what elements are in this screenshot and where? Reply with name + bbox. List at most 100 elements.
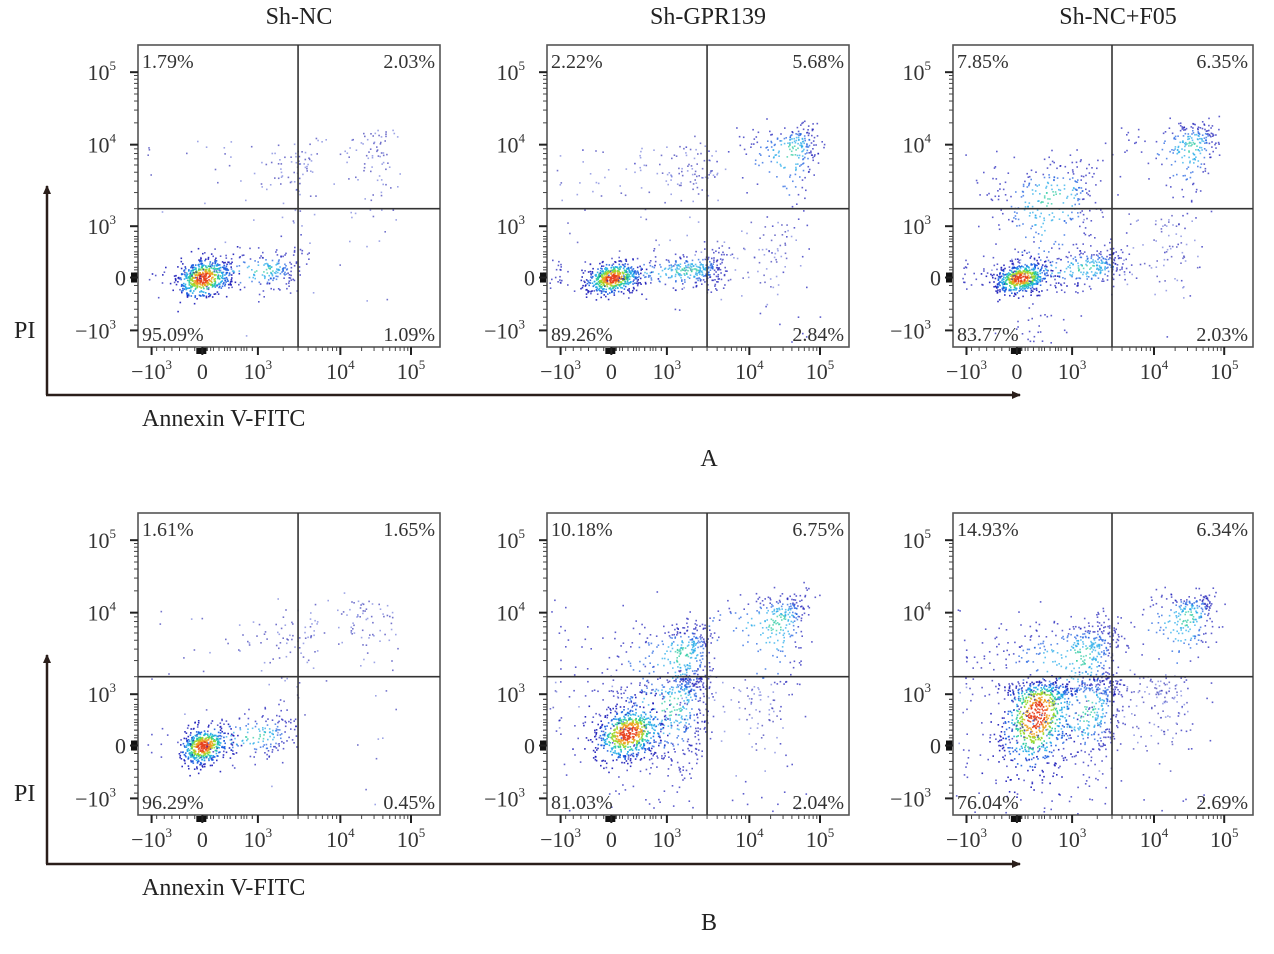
event-dot bbox=[587, 271, 590, 273]
event-dot bbox=[1067, 214, 1069, 217]
event-dot bbox=[279, 159, 281, 161]
event-dot bbox=[299, 163, 302, 165]
event-dot bbox=[191, 278, 193, 281]
event-dot bbox=[689, 181, 692, 183]
event-dot bbox=[798, 132, 801, 135]
event-dot bbox=[684, 274, 686, 276]
event-dot bbox=[639, 282, 641, 284]
event-dot bbox=[770, 160, 773, 163]
event-dot bbox=[1166, 258, 1169, 261]
event-dot bbox=[187, 750, 189, 752]
event-dot bbox=[1171, 214, 1173, 217]
event-dot bbox=[1156, 153, 1159, 155]
event-dot bbox=[1215, 147, 1217, 149]
event-dot bbox=[1179, 129, 1182, 132]
event-dot bbox=[235, 752, 238, 754]
event-dot bbox=[323, 632, 326, 634]
event-dot bbox=[262, 745, 264, 748]
event-dot bbox=[1038, 291, 1040, 293]
event-dot bbox=[1072, 173, 1075, 175]
event-dot bbox=[997, 190, 999, 192]
event-dot bbox=[373, 635, 375, 637]
event-dot bbox=[191, 760, 194, 762]
event-dot bbox=[1210, 132, 1213, 135]
event-dot bbox=[194, 757, 196, 760]
event-dot bbox=[1160, 230, 1163, 233]
panel-title-sh-nc: Sh-NC bbox=[266, 4, 333, 30]
event-dot bbox=[1030, 263, 1033, 265]
event-dot bbox=[1117, 194, 1119, 196]
event-dot bbox=[753, 138, 756, 140]
event-dot bbox=[1194, 123, 1196, 126]
event-dot bbox=[784, 252, 787, 255]
event-dot bbox=[701, 274, 703, 276]
event-dot bbox=[717, 275, 719, 278]
event-dot bbox=[278, 720, 280, 723]
event-dot bbox=[236, 265, 238, 268]
event-dot bbox=[217, 283, 220, 286]
event-dot bbox=[1048, 174, 1050, 176]
event-dot bbox=[627, 278, 629, 280]
event-dot bbox=[606, 285, 609, 288]
event-dot bbox=[716, 259, 719, 261]
event-dot bbox=[669, 239, 671, 242]
event-dot bbox=[713, 269, 716, 272]
event-dot bbox=[1156, 275, 1158, 278]
event-dot bbox=[217, 276, 219, 279]
event-dot bbox=[678, 268, 680, 270]
event-dot bbox=[717, 281, 719, 283]
event-dot bbox=[197, 745, 200, 748]
event-dot bbox=[1065, 222, 1067, 224]
event-dot bbox=[606, 278, 608, 281]
event-dot bbox=[260, 183, 263, 185]
event-dot bbox=[1183, 256, 1186, 259]
event-dot bbox=[1079, 225, 1081, 228]
event-dot bbox=[671, 275, 673, 277]
event-dot bbox=[596, 293, 599, 295]
event-dot bbox=[186, 273, 188, 276]
event-dot bbox=[1080, 315, 1083, 317]
event-dot bbox=[203, 294, 205, 297]
event-dot bbox=[978, 225, 980, 228]
event-dot bbox=[991, 216, 994, 219]
event-dot bbox=[1032, 211, 1034, 214]
event-dot bbox=[673, 265, 675, 267]
y-tick-label: 104 bbox=[497, 131, 526, 158]
event-dot bbox=[223, 732, 225, 735]
event-dot bbox=[201, 617, 204, 620]
event-dot bbox=[697, 153, 699, 155]
event-dot bbox=[601, 270, 603, 273]
event-dot bbox=[227, 261, 229, 263]
event-dot bbox=[1109, 253, 1112, 256]
event-dot bbox=[1090, 288, 1092, 290]
event-dot bbox=[219, 751, 221, 753]
event-dot bbox=[797, 316, 800, 318]
event-dot bbox=[296, 686, 298, 688]
event-dot bbox=[775, 154, 778, 156]
event-dot bbox=[742, 136, 745, 139]
event-dot bbox=[724, 284, 726, 286]
event-dot bbox=[1075, 189, 1078, 191]
event-dot bbox=[699, 269, 701, 271]
event-dot bbox=[668, 264, 671, 267]
event-dot bbox=[1113, 273, 1115, 276]
event-dot bbox=[1106, 263, 1109, 265]
event-dot bbox=[386, 298, 389, 301]
event-dot bbox=[813, 174, 815, 176]
event-dot bbox=[280, 256, 282, 258]
event-dot bbox=[203, 284, 206, 287]
event-dot bbox=[993, 167, 996, 169]
event-dot bbox=[742, 277, 744, 279]
event-dot bbox=[1086, 275, 1088, 278]
event-dot bbox=[710, 291, 713, 293]
event-dot bbox=[216, 742, 219, 745]
event-dot bbox=[683, 255, 685, 258]
event-dot bbox=[607, 270, 609, 273]
event-dot bbox=[763, 254, 766, 256]
event-dot bbox=[208, 270, 210, 272]
event-dot bbox=[629, 273, 632, 275]
event-dot bbox=[627, 263, 629, 266]
event-dot bbox=[1029, 340, 1032, 343]
event-dot bbox=[268, 755, 271, 757]
